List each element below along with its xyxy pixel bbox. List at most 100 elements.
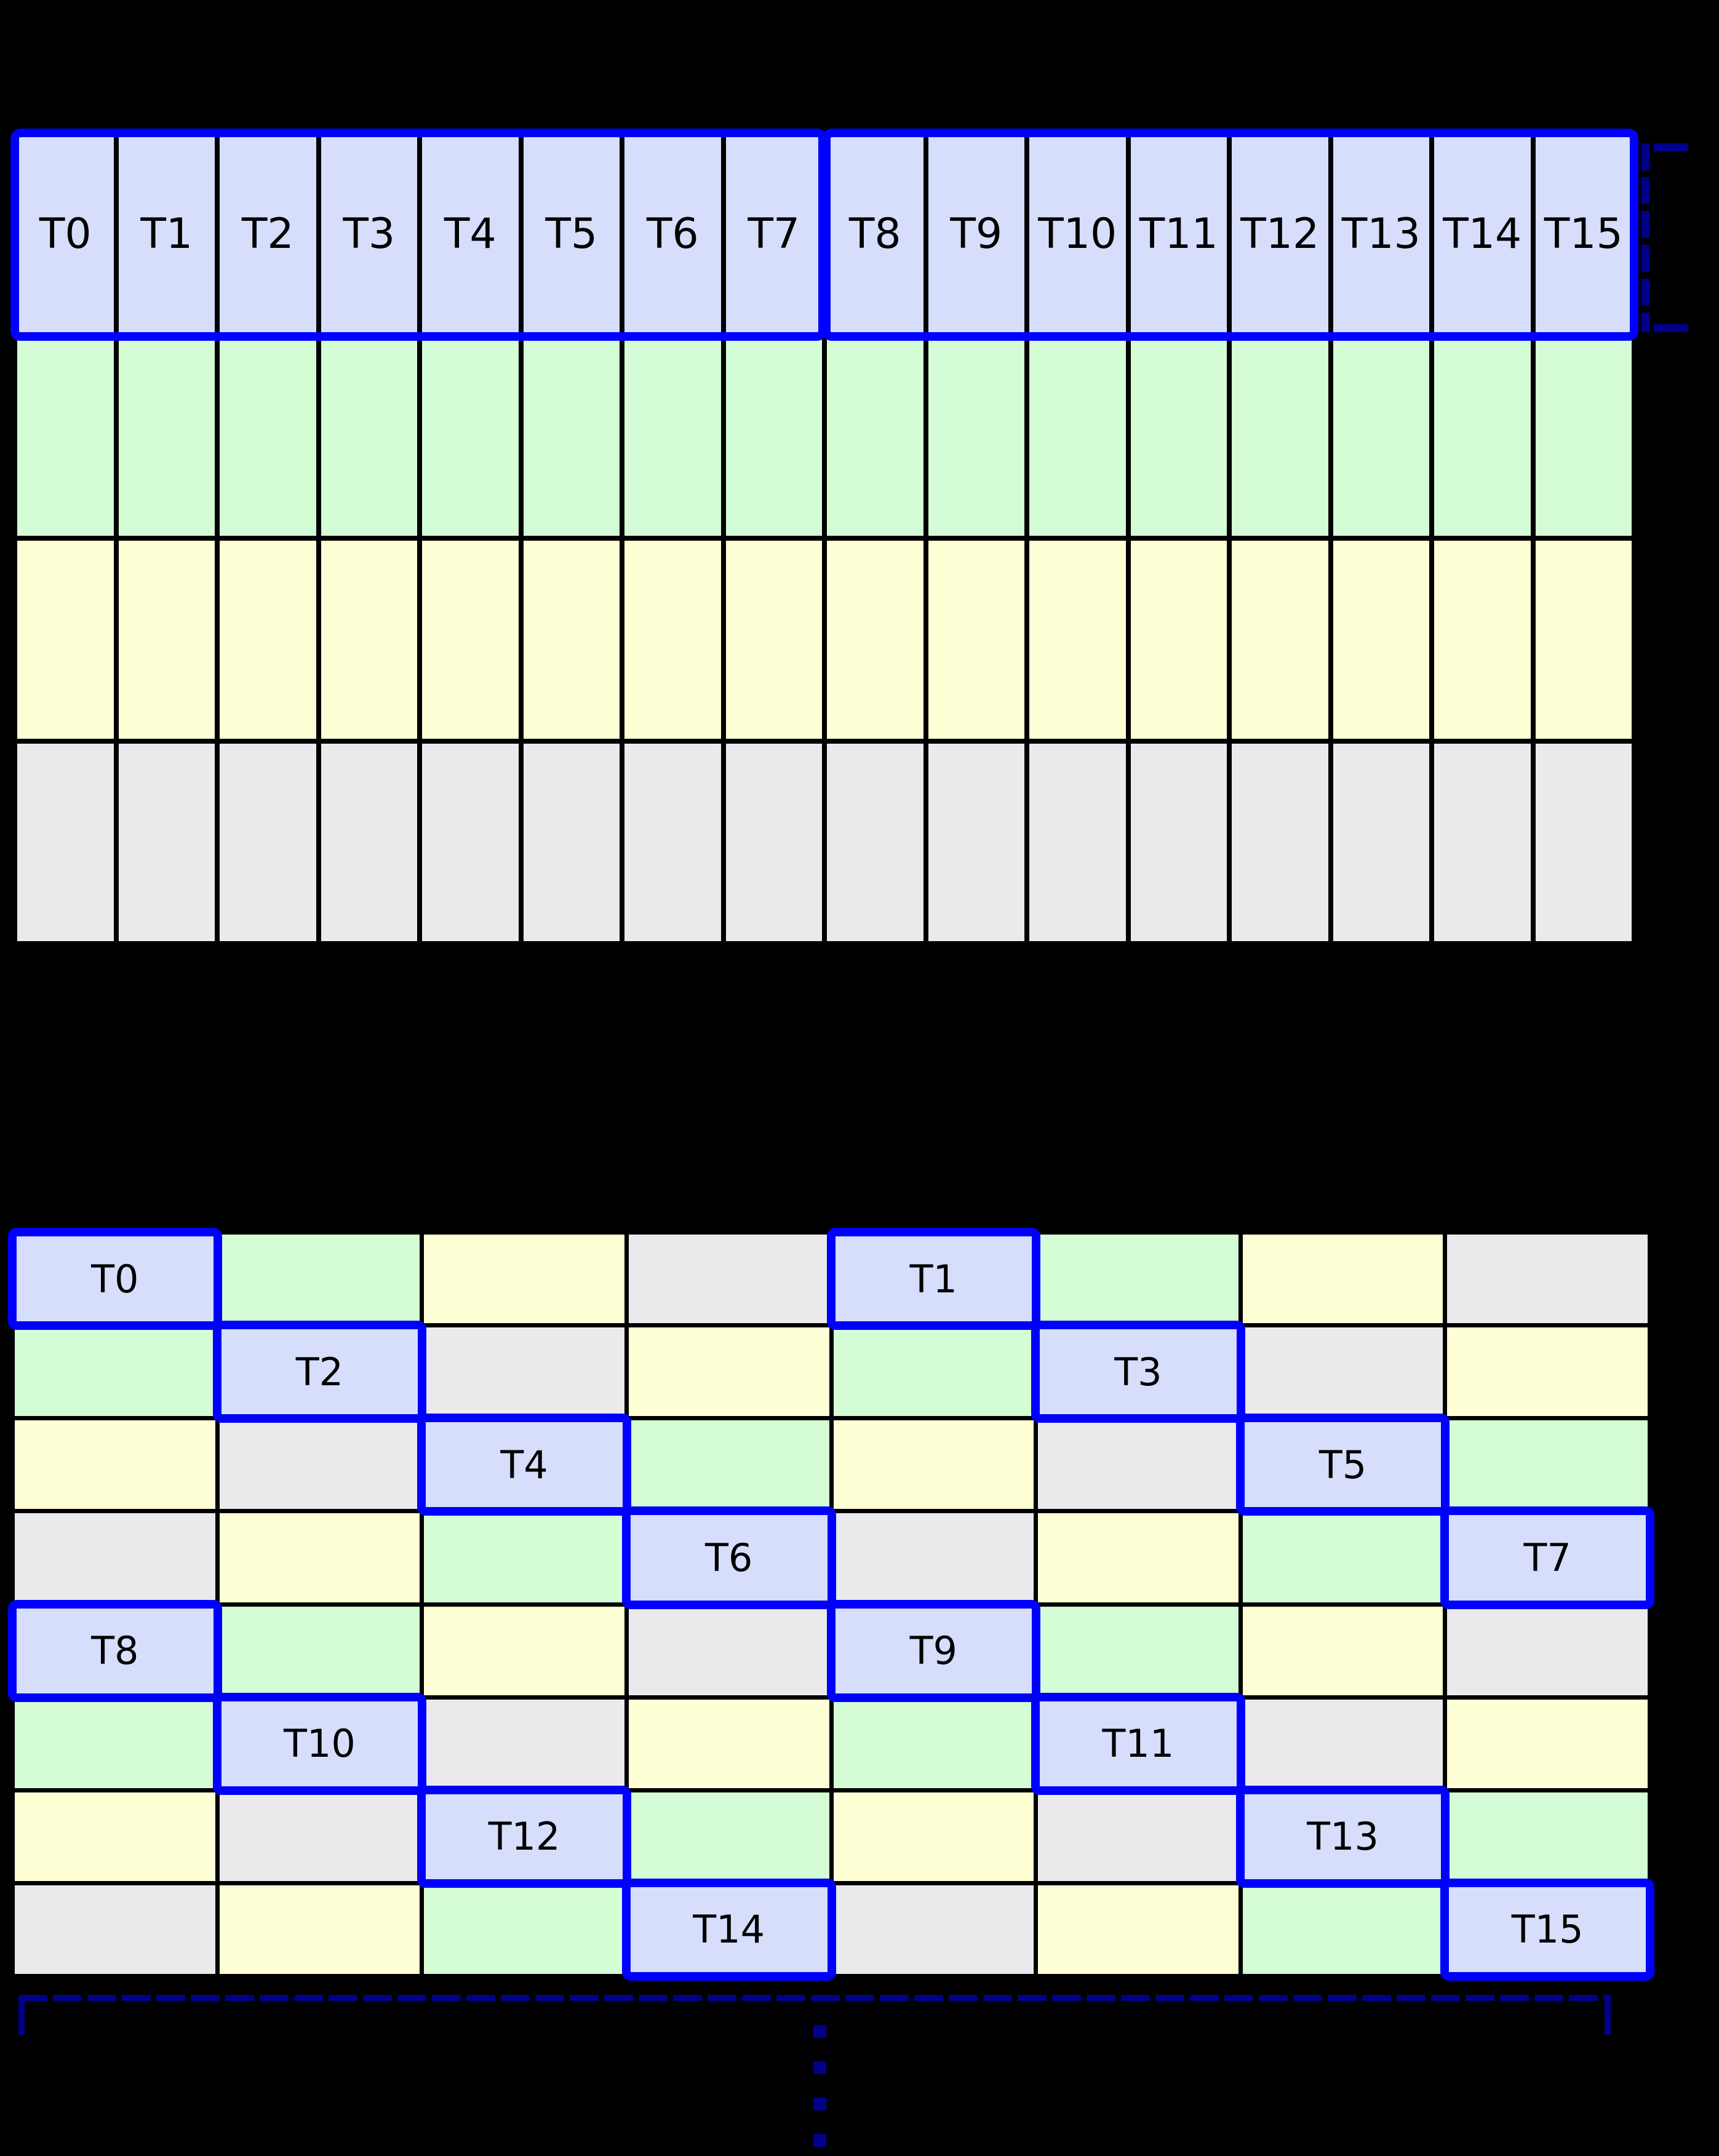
- bracket-tick: [1654, 324, 1688, 332]
- memory-cell-gray: [219, 1792, 420, 1881]
- thread-cell: T1: [826, 1228, 1041, 1331]
- memory-cell-yellow: [422, 541, 519, 739]
- memory-cell-green: [628, 1420, 829, 1510]
- memory-cell-yellow: [219, 1513, 420, 1602]
- memory-cell-green: [523, 338, 620, 536]
- bracket-dashed-line: [1641, 143, 1649, 332]
- thread-cell: T8: [8, 1599, 222, 1702]
- thread-cell: T5: [1235, 1414, 1450, 1516]
- memory-cell-yellow: [1447, 1699, 1648, 1788]
- memory-cell-green: [1232, 338, 1328, 536]
- memory-cell-yellow: [523, 541, 620, 739]
- thread-label: T2: [295, 1349, 344, 1394]
- memory-cell-green: [15, 1699, 215, 1788]
- thread-label: T4: [500, 1442, 548, 1487]
- memory-cell-green: [628, 1792, 829, 1881]
- bracket-tick: [1605, 2001, 1611, 2035]
- memory-cell-yellow: [219, 1885, 420, 1974]
- thread-cell: T2: [220, 135, 316, 333]
- thread-cell: T3: [321, 135, 417, 333]
- thread-cell: T4: [422, 135, 519, 333]
- thread-label: T12: [488, 1814, 560, 1860]
- thread-label: T7: [1523, 1535, 1571, 1580]
- memory-cell-green: [833, 1699, 1034, 1788]
- memory-cell-green: [219, 1606, 420, 1695]
- thread-cell: T14: [1434, 135, 1531, 333]
- memory-cell-yellow: [1232, 541, 1328, 739]
- thread-cell: T12: [1232, 135, 1328, 333]
- memory-cell-gray: [1434, 743, 1531, 941]
- bracket-tick: [18, 2001, 25, 2035]
- memory-cell-green: [827, 338, 923, 536]
- thread-cell: T7: [725, 135, 822, 333]
- memory-cell-yellow: [424, 1235, 624, 1324]
- memory-cell-green: [1130, 338, 1227, 536]
- memory-cell-yellow: [1447, 1327, 1648, 1417]
- memory-cell-gray: [118, 743, 215, 941]
- memory-cell-yellow: [827, 541, 923, 739]
- thread-label: T5: [545, 210, 598, 259]
- memory-cell-green: [1447, 1420, 1648, 1510]
- row-major-access-grid: T0 T1 T2 T3 T4 T5 T6 T7 T8 T9 T10 T11 T12 T13 T14 T15: [10, 129, 1638, 946]
- memory-cell-yellow: [624, 541, 721, 739]
- thread-label: T10: [284, 1721, 356, 1767]
- thread-cell: T6: [624, 135, 721, 333]
- memory-cell-green: [220, 338, 316, 536]
- memory-cell-gray: [1029, 743, 1126, 941]
- thread-cell: T7: [1440, 1506, 1654, 1609]
- thread-label: T14: [1443, 210, 1522, 259]
- memory-cell-yellow: [1333, 541, 1429, 739]
- bracket-tick: [1654, 143, 1688, 151]
- memory-cell-gray: [1447, 1606, 1648, 1695]
- thread-label: T11: [1139, 210, 1218, 259]
- memory-cell-gray: [424, 1327, 624, 1417]
- memory-cell-gray: [1242, 1327, 1443, 1417]
- thread-cell: T10: [212, 1692, 427, 1795]
- memory-cell-gray: [827, 743, 923, 941]
- memory-cell-gray: [624, 743, 721, 941]
- thread-cell: T15: [1535, 135, 1632, 333]
- thread-cell: T4: [417, 1414, 631, 1516]
- memory-cell-gray: [725, 743, 822, 941]
- thread-label: T1: [140, 210, 193, 259]
- memory-cell-green: [424, 1885, 624, 1974]
- thread-cell: T8: [827, 135, 923, 333]
- memory-cell-yellow: [1535, 541, 1632, 739]
- thread-cell: T1: [118, 135, 215, 333]
- thread-label: T2: [241, 210, 294, 259]
- thread-label: T0: [91, 1256, 139, 1302]
- memory-cell-yellow: [628, 1327, 829, 1417]
- bracket-dashed-line: [18, 1995, 1611, 2001]
- thread-label: T3: [343, 210, 396, 259]
- thread-cell: T0: [8, 1228, 222, 1331]
- thread-cell: T6: [621, 1506, 836, 1609]
- memory-cell-green: [1242, 1885, 1443, 1974]
- row-width-bracket: [18, 1995, 1611, 2036]
- memory-cell-yellow: [15, 1420, 215, 1510]
- memory-cell-yellow: [220, 541, 316, 739]
- thread-label: T13: [1341, 210, 1421, 259]
- memory-cell-yellow: [1038, 1885, 1238, 1974]
- memory-cell-gray: [628, 1606, 829, 1695]
- thread-label: T8: [91, 1628, 139, 1674]
- thread-label: T6: [646, 210, 699, 259]
- memory-cell-gray: [1038, 1792, 1238, 1881]
- memory-cell-gray: [1232, 743, 1328, 941]
- memory-cell-gray: [1038, 1420, 1238, 1510]
- thread-label: T1: [909, 1256, 957, 1302]
- memory-cell-gray: [1447, 1235, 1648, 1324]
- thread-cell: T11: [1130, 135, 1227, 333]
- thread-label: T9: [950, 210, 1003, 259]
- memory-cell-gray: [220, 743, 316, 941]
- grid2-cells: T0 T1 T2 T3 T4 T5 T6 T7 T8 T9 T10 T11 T12 T13 T14 T15: [8, 1228, 1654, 1981]
- memory-cell-yellow: [833, 1792, 1034, 1881]
- memory-cell-green: [1434, 338, 1531, 536]
- memory-cell-green: [725, 338, 822, 536]
- memory-cell-green: [1038, 1606, 1238, 1695]
- thread-cell: T11: [1031, 1692, 1245, 1795]
- memory-cell-green: [422, 338, 519, 536]
- thread-label: T6: [705, 1535, 753, 1580]
- memory-cell-yellow: [725, 541, 822, 739]
- memory-cell-gray: [1242, 1699, 1443, 1788]
